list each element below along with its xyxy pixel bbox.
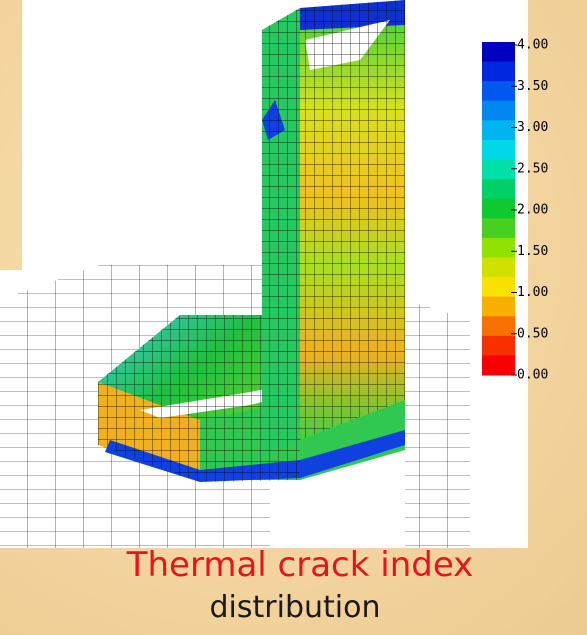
caption-line-2: distribution — [210, 590, 381, 625]
legend-swatch — [482, 355, 515, 376]
legend-swatch — [482, 120, 515, 141]
legend-swatch — [482, 139, 515, 161]
legend-swatch — [482, 81, 515, 102]
legend-label: 2.50 — [517, 161, 548, 176]
legend-label: 3.50 — [517, 79, 548, 94]
legend-label: 0.50 — [517, 326, 548, 341]
legend-label: 4.00 — [517, 38, 548, 53]
legend-label: 3.00 — [517, 120, 548, 135]
legend-swatch — [482, 335, 515, 356]
caption-line-1: Thermal crack index — [126, 545, 474, 585]
legend-swatch — [482, 198, 515, 219]
legend-swatch — [482, 316, 515, 337]
wall — [262, 0, 405, 455]
legend-swatch — [482, 61, 515, 82]
legend-swatch — [482, 100, 515, 121]
legend-swatch — [482, 179, 515, 200]
legend-label: 2.00 — [517, 203, 548, 218]
legend-label: 0.00 — [517, 368, 548, 383]
legend-swatch — [482, 42, 515, 63]
legend-swatch — [482, 159, 515, 180]
legend-swatch — [482, 296, 515, 317]
legend-swatch — [482, 277, 515, 298]
legend-label: 1.50 — [517, 244, 548, 259]
legend-bar: 4.00 3.50 3.00 2.50 2.00 1.50 1.00 0.50 0.00 — [482, 38, 548, 383]
legend-swatch — [482, 237, 515, 258]
legend-label: 1.00 — [517, 285, 548, 300]
legend-swatch — [482, 257, 515, 278]
legend-swatch — [482, 218, 515, 239]
base-slab — [98, 315, 405, 482]
